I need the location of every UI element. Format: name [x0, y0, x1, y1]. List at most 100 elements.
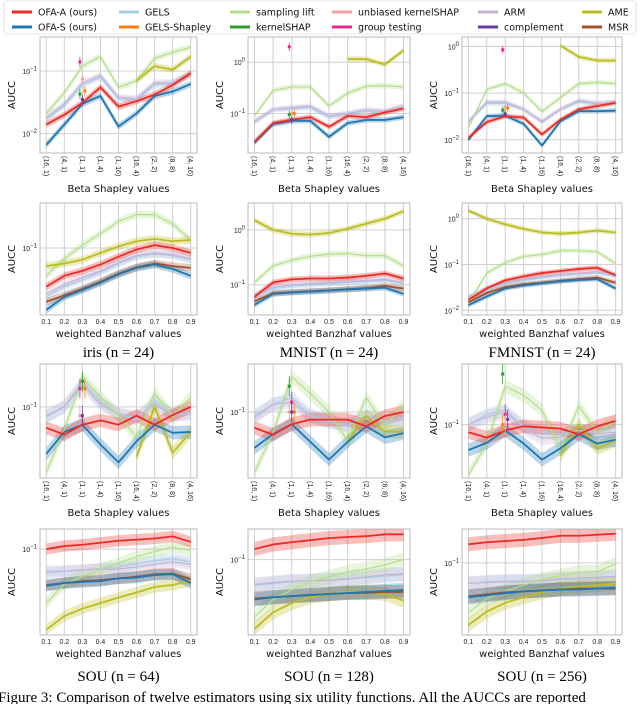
- series-line-sampling_lift: [468, 563, 616, 614]
- x-tick-label: (8, 8): [593, 481, 600, 497]
- x-tick-label: (2, 2): [362, 156, 369, 172]
- x-tick-label: 0.6: [132, 319, 142, 326]
- y-tick-base: 10: [444, 91, 452, 98]
- series-line-ofa_s: [467, 109, 616, 147]
- y-tick-exponent: 0: [242, 225, 246, 231]
- panel-7: (16, 1) (4, 1) (1, 1) (1, 4) (1, 16) (16, 4) (…: [7, 363, 198, 519]
- x-tick-label: (4, 16): [611, 481, 618, 501]
- y-tick-label: 100: [234, 225, 246, 235]
- x-tick-label: 0.5: [324, 639, 334, 646]
- series-line-ofa_s: [254, 286, 404, 306]
- x-axis-label: weighted Banzhaf values: [266, 329, 392, 340]
- legend-label-msr: MSR: [608, 23, 629, 34]
- point-gels_shapley: [292, 112, 296, 116]
- series-line-ame: [135, 405, 192, 457]
- series-line-ofa_a: [253, 272, 404, 298]
- band-ofa_s: [468, 108, 616, 149]
- y-tick-label: 10−1: [22, 243, 37, 253]
- series-line-ofa_a: [468, 532, 616, 546]
- x-tick-label: (8, 8): [168, 481, 175, 497]
- legend-label-complement: complement: [504, 23, 564, 34]
- y-axis-label: AUCC: [215, 245, 226, 273]
- legend-label-sampling_lift: sampling lift: [256, 8, 315, 19]
- point-complement: [290, 118, 294, 122]
- y-tick-base: 10: [234, 60, 242, 67]
- point-unbiased_kernelshap: [78, 414, 82, 418]
- x-tick-label: 0.4: [306, 319, 316, 326]
- subfigure-title: SOU (n = 256): [497, 669, 587, 685]
- y-tick-exponent: −2: [452, 306, 460, 312]
- x-tick-label: (8, 8): [168, 156, 175, 172]
- x-tick-label: (16, 4): [556, 481, 563, 501]
- series-line-ofa_a: [45, 406, 192, 436]
- series-line-ofa_a: [254, 411, 404, 436]
- series-line-sampling_lift: [45, 377, 192, 473]
- y-axis-label: AUCC: [429, 245, 440, 273]
- y-axis-label: AUCC: [429, 81, 440, 109]
- series-line-ofa_s: [254, 589, 404, 601]
- y-tick-exponent: −1: [30, 243, 38, 249]
- x-tick-label: (1, 1): [287, 481, 294, 497]
- y-tick-label: 10−1: [444, 89, 459, 99]
- axes-frame: [39, 202, 198, 316]
- series-line-arm: [467, 99, 616, 123]
- x-tick-label: 0.1: [41, 639, 51, 646]
- y-tick-base: 10: [22, 405, 30, 412]
- subfigure-title: iris (n = 24): [83, 345, 154, 361]
- x-tick-label: 0.3: [500, 639, 510, 646]
- band-ame: [560, 417, 616, 463]
- x-tick-label: 0.7: [150, 319, 160, 326]
- x-tick-label: 0.3: [78, 639, 88, 646]
- x-tick-label: 0.7: [361, 639, 371, 646]
- y-tick-exponent: −1: [452, 89, 460, 95]
- x-tick-label: (4, 1): [60, 481, 67, 497]
- x-tick-label: 0.8: [592, 639, 602, 646]
- x-tick-label: (1, 1): [501, 156, 508, 172]
- x-tick-label: (4, 16): [186, 156, 193, 176]
- band-ofa_a: [254, 405, 404, 442]
- y-tick-label: 10−1: [444, 558, 459, 568]
- band-ofa_a: [254, 105, 404, 145]
- x-tick-label: (2, 2): [574, 156, 581, 172]
- band-ame: [254, 208, 404, 238]
- x-tick-label: (1, 16): [114, 156, 121, 176]
- x-tick-label: (4, 16): [186, 481, 193, 501]
- panel-1: (16, 1) (4, 1) (1, 1) (1, 4) (1, 16) (16, 4) (…: [7, 36, 198, 195]
- x-tick-label: (16, 1): [250, 481, 257, 501]
- x-axis-label: Beta Shapley values: [278, 508, 380, 519]
- axes-frame: [39, 528, 198, 636]
- series-line-gels: [468, 409, 616, 435]
- axes-frame: [461, 202, 623, 316]
- y-tick-label: 10−1: [22, 402, 37, 412]
- point-complement: [80, 414, 84, 418]
- series-line-ofa_a: [467, 266, 616, 301]
- y-tick-exponent: −1: [452, 260, 460, 266]
- series-line-gels: [45, 73, 191, 120]
- y-tick-exponent: −1: [30, 545, 38, 551]
- band-sampling_lift: [46, 371, 191, 478]
- x-axis-label: Beta Shapley values: [278, 184, 380, 195]
- band-ofa_a: [46, 241, 191, 291]
- band-sampling_lift: [254, 250, 404, 286]
- x-tick-label: (16, 1): [42, 156, 49, 176]
- series-line-arm: [254, 278, 404, 296]
- point-complement: [503, 112, 507, 116]
- x-tick-label: 0.4: [519, 639, 529, 646]
- x-axis-label: Beta Shapley values: [491, 184, 593, 195]
- axes-frame: [39, 363, 198, 479]
- series-line-ofa_a: [467, 101, 616, 139]
- series-line-ofa_s: [45, 423, 191, 464]
- axes-frame: [461, 36, 623, 154]
- series-line-ofa_a: [468, 420, 616, 439]
- y-tick-base: 10: [448, 217, 456, 224]
- axes-frame: [247, 36, 411, 154]
- series-line-ame: [46, 237, 191, 268]
- legend-label-arm: ARM: [504, 8, 525, 19]
- series-line-arm: [254, 573, 404, 585]
- y-tick-label: 10−2: [444, 135, 459, 145]
- band-ofa_a: [46, 530, 191, 555]
- y-tick-base: 10: [444, 262, 452, 269]
- y-axis-label: AUCC: [429, 407, 440, 435]
- y-axis-label: AUCC: [215, 568, 226, 596]
- y-tick-base: 10: [22, 69, 30, 76]
